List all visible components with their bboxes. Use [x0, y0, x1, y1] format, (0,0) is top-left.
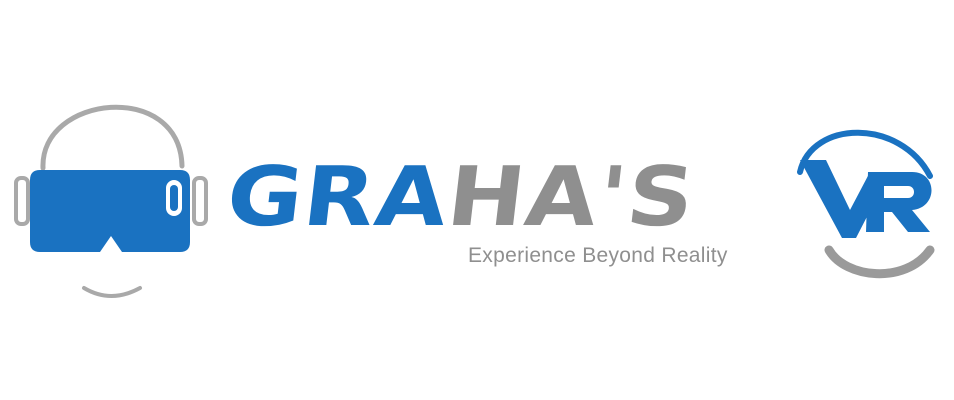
brand-wordmark: GRAHA'S	[222, 150, 700, 245]
brand-name-part2: HA'S	[442, 150, 701, 245]
vr-badge-icon	[797, 129, 935, 279]
vr-headset-icon	[14, 104, 208, 298]
brand-tagline: Experience Beyond Reality	[468, 244, 728, 267]
brand-name-part1: GRA	[221, 150, 454, 245]
